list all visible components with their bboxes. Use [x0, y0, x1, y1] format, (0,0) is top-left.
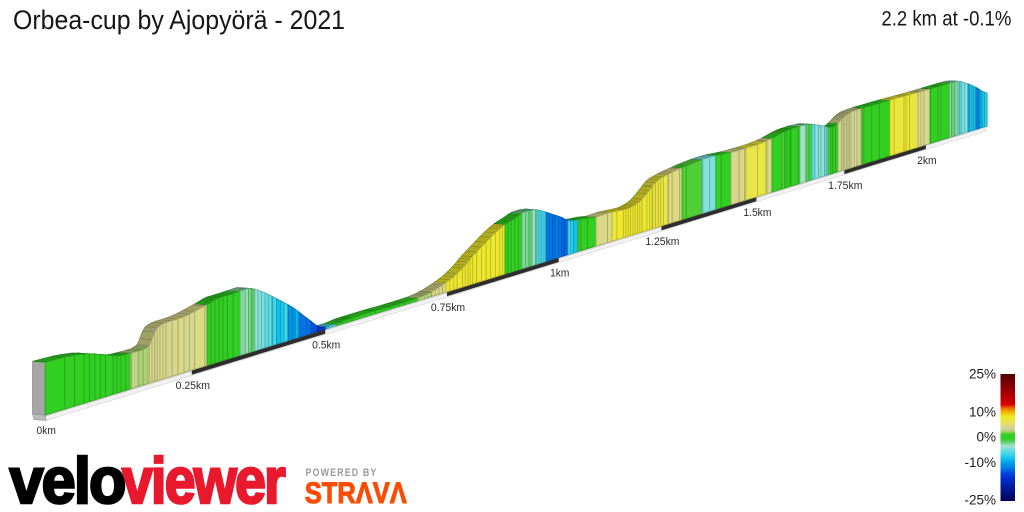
svg-text:0.25km: 0.25km [176, 380, 210, 392]
svg-text:-10%: -10% [964, 455, 996, 470]
svg-text:POWERED BY: POWERED BY [306, 467, 378, 479]
svg-text:2.2 km at -0.1%: 2.2 km at -0.1% [881, 8, 1011, 31]
svg-text:0%: 0% [976, 430, 996, 445]
svg-text:0.5km: 0.5km [312, 339, 340, 351]
svg-text:0km: 0km [37, 425, 56, 437]
svg-text:25%: 25% [969, 367, 996, 382]
svg-text:velo: velo [10, 444, 125, 512]
svg-text:1.5km: 1.5km [743, 207, 771, 219]
svg-text:10%: 10% [969, 405, 996, 420]
svg-text:0.75km: 0.75km [431, 302, 465, 314]
svg-text:1.25km: 1.25km [645, 236, 679, 248]
svg-text:-25%: -25% [964, 493, 996, 508]
svg-text:viewer: viewer [122, 444, 285, 512]
svg-text:2km: 2km [917, 155, 937, 167]
svg-text:1km: 1km [550, 268, 569, 280]
svg-text:1.75km: 1.75km [828, 180, 862, 192]
svg-text:STRΛVΛ: STRΛVΛ [305, 477, 407, 510]
svg-text:Orbea-cup by Ajopyörä - 2021: Orbea-cup by Ajopyörä - 2021 [13, 5, 345, 35]
